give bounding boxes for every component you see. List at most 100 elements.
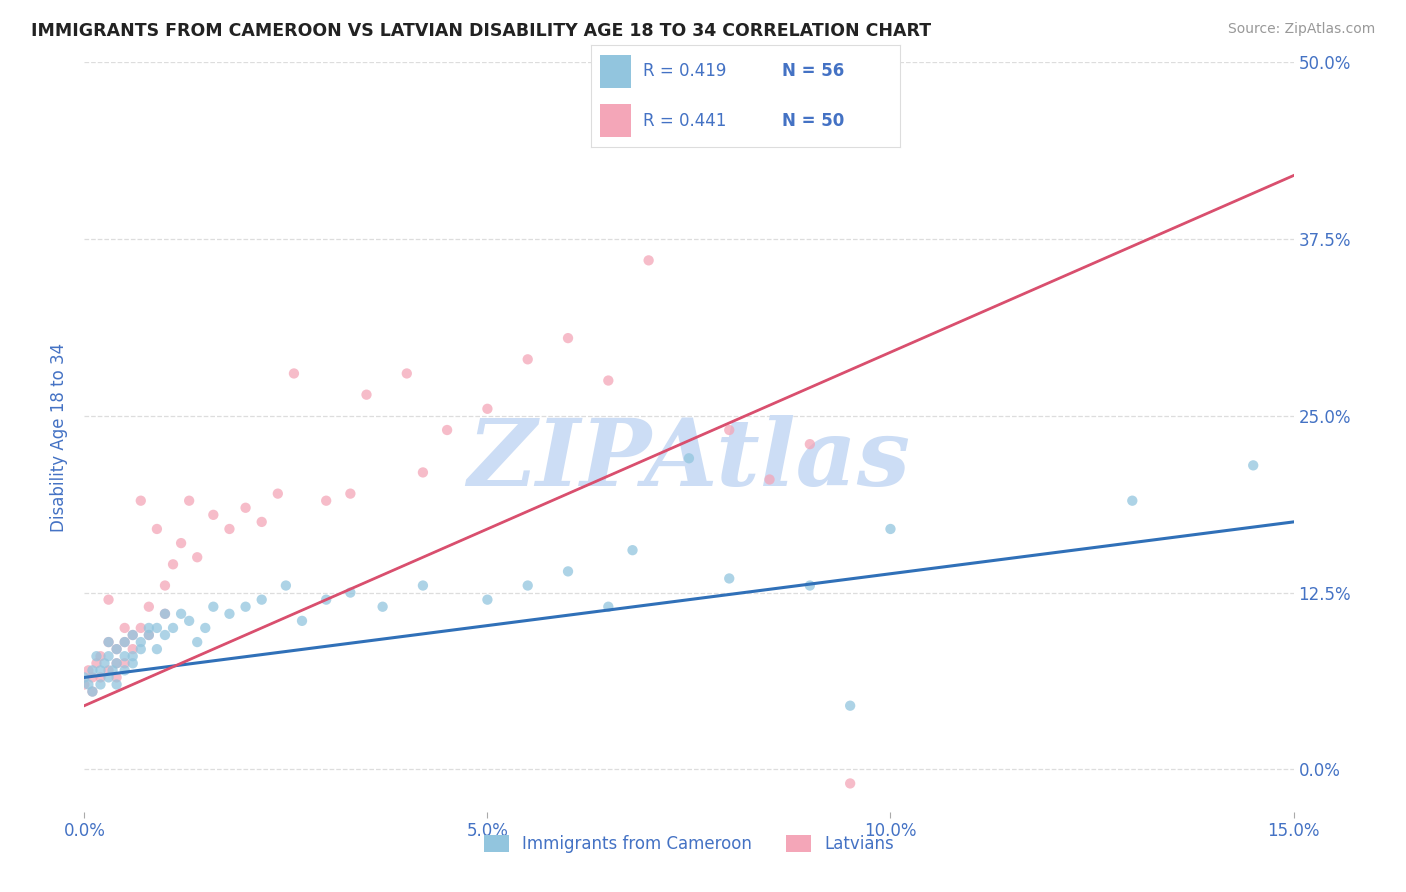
- Bar: [600, 55, 631, 87]
- Point: [105, 670, 128, 684]
- Point: [557, 565, 579, 579]
- Point: [89, 670, 111, 684]
- Point: [146, 642, 169, 657]
- Point: [678, 451, 700, 466]
- Point: [114, 664, 136, 678]
- Point: [97, 670, 120, 684]
- Text: IMMIGRANTS FROM CAMEROON VS LATVIAN DISABILITY AGE 18 TO 34 CORRELATION CHART: IMMIGRANTS FROM CAMEROON VS LATVIAN DISA…: [31, 22, 931, 40]
- Point: [267, 486, 290, 500]
- Point: [153, 607, 176, 621]
- Point: [105, 657, 128, 671]
- Point: [170, 536, 193, 550]
- Point: [114, 649, 136, 664]
- Point: [146, 522, 169, 536]
- Point: [879, 522, 901, 536]
- Point: [129, 621, 152, 635]
- Point: [621, 543, 644, 558]
- Point: [339, 486, 361, 500]
- Point: [114, 635, 136, 649]
- Point: [121, 657, 143, 671]
- Point: [121, 628, 143, 642]
- Point: [758, 473, 780, 487]
- Point: [339, 585, 361, 599]
- Point: [718, 571, 741, 585]
- Point: [1241, 458, 1264, 473]
- Point: [121, 628, 143, 642]
- Point: [97, 664, 120, 678]
- Text: N = 50: N = 50: [782, 112, 845, 129]
- Text: ZIPAtlas: ZIPAtlas: [467, 415, 911, 505]
- Point: [315, 592, 337, 607]
- Legend: Immigrants from Cameroon, Latvians: Immigrants from Cameroon, Latvians: [478, 828, 900, 860]
- Text: Source: ZipAtlas.com: Source: ZipAtlas.com: [1227, 22, 1375, 37]
- Point: [170, 607, 193, 621]
- Point: [598, 374, 620, 388]
- Point: [839, 698, 862, 713]
- Point: [77, 677, 100, 691]
- Point: [89, 664, 111, 678]
- Point: [179, 614, 201, 628]
- Point: [202, 599, 225, 614]
- Point: [477, 401, 499, 416]
- Point: [138, 599, 160, 614]
- Point: [1121, 493, 1143, 508]
- Point: [202, 508, 225, 522]
- Point: [129, 493, 152, 508]
- Y-axis label: Disability Age 18 to 34: Disability Age 18 to 34: [51, 343, 69, 532]
- Point: [114, 657, 136, 671]
- Point: [121, 642, 143, 657]
- Point: [129, 642, 152, 657]
- Point: [283, 367, 305, 381]
- Point: [105, 677, 128, 691]
- Point: [89, 649, 111, 664]
- Point: [114, 621, 136, 635]
- Point: [105, 642, 128, 657]
- Point: [121, 649, 143, 664]
- Point: [436, 423, 458, 437]
- Point: [186, 635, 208, 649]
- Point: [114, 635, 136, 649]
- Point: [516, 578, 538, 592]
- Point: [179, 493, 201, 508]
- Point: [153, 628, 176, 642]
- Point: [218, 522, 240, 536]
- Point: [93, 657, 115, 671]
- Point: [86, 649, 108, 664]
- Point: [101, 664, 124, 678]
- Point: [395, 367, 418, 381]
- Text: N = 56: N = 56: [782, 62, 845, 80]
- Point: [291, 614, 314, 628]
- Point: [477, 592, 499, 607]
- Point: [86, 657, 108, 671]
- Point: [235, 500, 257, 515]
- Point: [218, 607, 240, 621]
- Point: [356, 387, 378, 401]
- Point: [105, 642, 128, 657]
- Point: [194, 621, 217, 635]
- Point: [315, 493, 337, 508]
- Point: [235, 599, 257, 614]
- Point: [138, 628, 160, 642]
- Point: [82, 684, 104, 698]
- Point: [129, 635, 152, 649]
- Point: [799, 578, 821, 592]
- Point: [146, 621, 169, 635]
- Point: [97, 592, 120, 607]
- Point: [250, 515, 273, 529]
- Point: [77, 664, 100, 678]
- Text: R = 0.419: R = 0.419: [643, 62, 727, 80]
- Point: [412, 466, 434, 480]
- Point: [598, 599, 620, 614]
- Point: [637, 253, 659, 268]
- Point: [105, 657, 128, 671]
- Point: [839, 776, 862, 790]
- Point: [250, 592, 273, 607]
- Point: [153, 578, 176, 592]
- Point: [516, 352, 538, 367]
- Point: [799, 437, 821, 451]
- Bar: [600, 104, 631, 137]
- Point: [73, 670, 96, 684]
- Point: [97, 649, 120, 664]
- Point: [412, 578, 434, 592]
- Point: [153, 607, 176, 621]
